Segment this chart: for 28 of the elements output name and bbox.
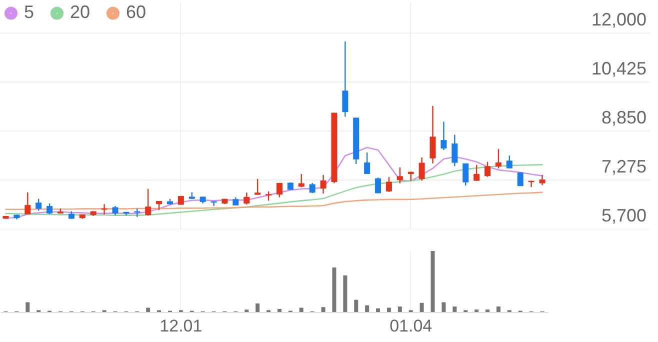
legend-label: 60: [126, 2, 146, 22]
y-tick-label: 7,275: [601, 156, 646, 177]
bar: [277, 308, 282, 312]
bar: [420, 302, 424, 312]
bar: [146, 308, 150, 312]
legend-label: 20: [70, 2, 90, 22]
bar: [26, 302, 30, 312]
bar: [376, 308, 380, 312]
bar: [430, 251, 435, 312]
bar: [496, 306, 500, 312]
legend-label: 5: [24, 2, 34, 22]
y-tick-label: 10,425: [591, 58, 646, 79]
bar: [365, 305, 370, 312]
bar: [398, 306, 402, 312]
bar: [386, 308, 391, 312]
bar: [442, 302, 446, 312]
bar: [343, 275, 348, 312]
x-tick-label: 01.04: [390, 316, 432, 336]
y-tick-label: 5,700: [601, 206, 646, 226]
bar: [452, 306, 457, 312]
bar: [299, 308, 304, 312]
x-tick-label: 12.01: [160, 316, 202, 336]
y-tick-label: 8,850: [601, 108, 646, 128]
bar: [321, 307, 326, 312]
bar: [332, 267, 336, 312]
bar: [256, 303, 260, 312]
bar: [354, 300, 358, 312]
y-tick-label: 12,000: [591, 10, 646, 30]
